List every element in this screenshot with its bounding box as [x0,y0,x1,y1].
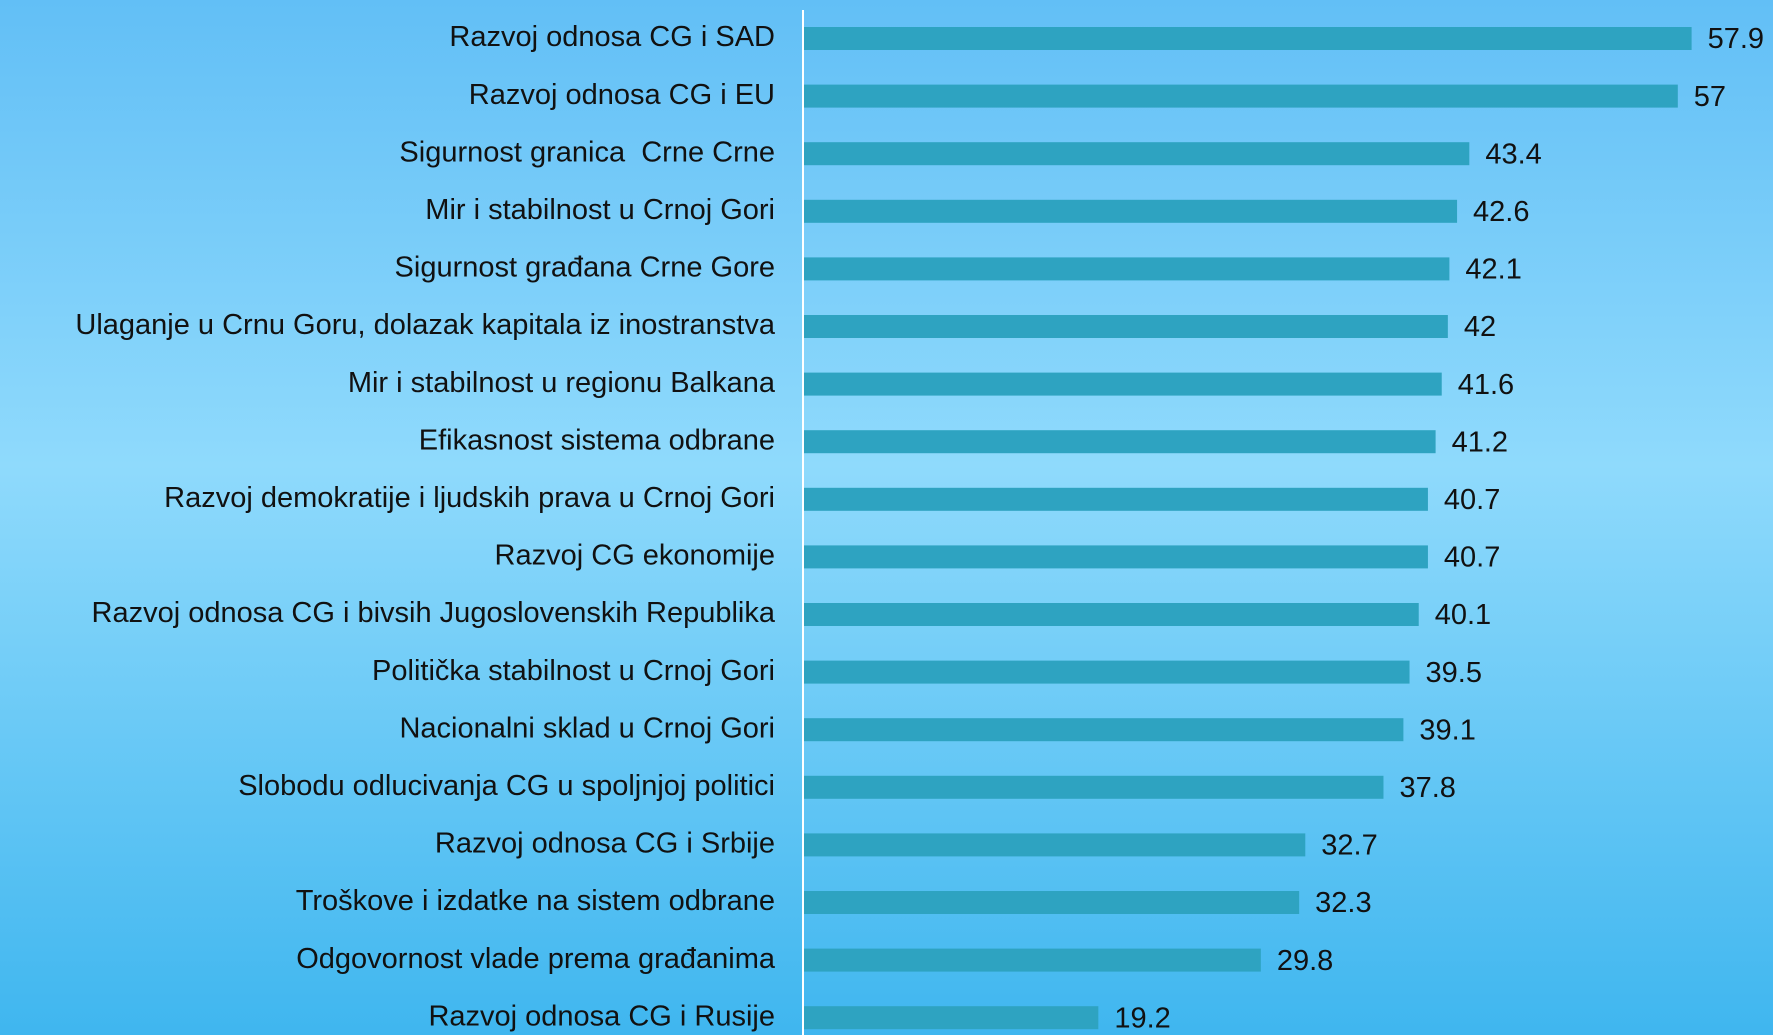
bar [804,948,1261,972]
value-label: 57 [1694,81,1726,113]
category-label: Slobodu odlucivanja CG u spoljnjoj polit… [238,770,775,802]
bar [804,775,1384,799]
bar [804,199,1458,223]
value-label: 42.6 [1473,196,1529,228]
category-label: Efikasnost sistema odbrane [419,424,775,456]
category-label: Nacionalni sklad u Crnoj Gori [399,712,775,744]
category-label: Razvoj odnosa CG i SAD [449,21,775,53]
bar [804,545,1428,569]
value-label: 39.5 [1426,657,1482,689]
category-label: Razvoj odnosa CG i EU [469,79,775,111]
category-label: Mir i stabilnost u regionu Balkana [348,367,776,399]
bar [804,142,1470,166]
category-label: Razvoj CG ekonomije [495,540,775,572]
bar [804,257,1450,281]
value-label: 40.1 [1435,599,1491,631]
value-label: 19.2 [1114,1002,1170,1034]
value-label: 42 [1464,311,1496,343]
value-label: 40.7 [1444,484,1500,516]
category-label: Troškove i izdatke na sistem odbrane [296,885,775,917]
value-label: 29.8 [1277,945,1333,977]
value-label: 41.6 [1458,369,1514,401]
bar [804,603,1419,626]
bar [804,315,1448,338]
bar [804,84,1678,108]
value-label: 32.3 [1315,887,1371,919]
category-label: Politička stabilnost u Crnoj Gori [372,655,775,687]
category-label: Razvoj demokratije i ljudskih prava u Cr… [164,482,775,514]
value-label: 39.1 [1419,714,1475,746]
value-label: 32.7 [1321,830,1377,862]
bar [804,430,1436,454]
category-label: Razvoj odnosa CG i Srbije [435,828,775,860]
value-label: 37.8 [1399,772,1455,804]
category-label: Mir i stabilnost u Crnoj Gori [425,194,775,226]
bar [804,660,1410,684]
bar [804,891,1300,914]
bar [804,833,1306,857]
bar [804,1006,1099,1030]
category-label: Odgovornost vlade prema građanima [296,943,776,975]
category-label: Ulaganje u Crnu Goru, dolazak kapitala i… [75,309,775,341]
value-label: 42.1 [1465,254,1521,286]
category-label: Razvoj odnosa CG i bivsih Jugoslovenskih… [92,597,776,629]
value-label: 43.4 [1485,138,1541,170]
category-label: Sigurnost granica Crne Crne [399,136,775,168]
bar [804,718,1404,742]
bar [804,27,1692,50]
bar [804,372,1442,396]
value-label: 40.7 [1444,542,1500,574]
bar [804,487,1428,511]
category-label: Sigurnost građana Crne Gore [395,252,775,284]
value-label: 57.9 [1708,23,1764,55]
category-label: Razvoj odnosa CG i Rusije [428,1000,775,1032]
value-label: 41.2 [1452,426,1508,458]
